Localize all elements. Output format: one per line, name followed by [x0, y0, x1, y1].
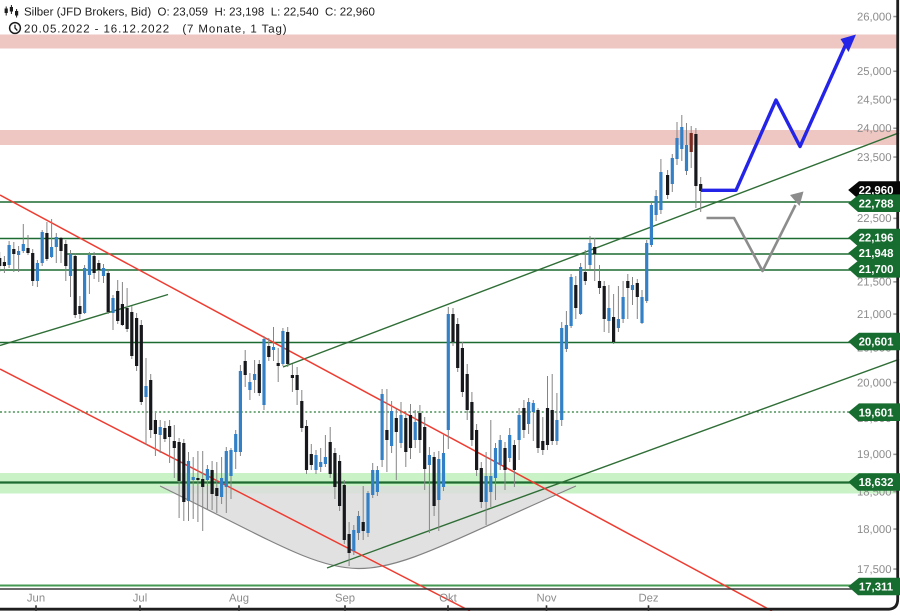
svg-text:Silber (JFD Brokers, Bid) O:: Silber (JFD Brokers, Bid) O: 23,059 H: 2… — [24, 7, 375, 19]
svg-text:24,500: 24,500 — [857, 94, 892, 106]
svg-text:17,311: 17,311 — [859, 582, 894, 594]
svg-text:Sep: Sep — [335, 593, 355, 605]
svg-text:Jul: Jul — [133, 593, 147, 605]
svg-text:21,700: 21,700 — [859, 264, 894, 276]
svg-text:20,601: 20,601 — [859, 337, 895, 349]
svg-text:21,948: 21,948 — [859, 248, 894, 260]
svg-text:Nov: Nov — [536, 593, 556, 605]
svg-text:21,500: 21,500 — [857, 277, 892, 289]
svg-text:21,000: 21,000 — [857, 309, 892, 321]
svg-text:Okt: Okt — [439, 593, 457, 605]
svg-text:18,000: 18,000 — [857, 524, 892, 536]
svg-text:22,788: 22,788 — [859, 198, 894, 210]
svg-text:22,196: 22,196 — [859, 233, 894, 245]
svg-text:Aug: Aug — [229, 593, 249, 605]
svg-text:19,601: 19,601 — [859, 407, 895, 419]
svg-text:19,000: 19,000 — [857, 449, 892, 461]
svg-text:22,960: 22,960 — [859, 185, 894, 197]
svg-text:20.05.2022 - 16.12.2022 (7 M: 20.05.2022 - 16.12.2022 (7 Monate, 1 Tag… — [24, 24, 288, 36]
svg-text:26,000: 26,000 — [857, 11, 892, 23]
svg-text:25,000: 25,000 — [857, 66, 892, 78]
svg-text:18,632: 18,632 — [859, 477, 894, 489]
svg-text:Dez: Dez — [638, 593, 658, 605]
svg-text:23,500: 23,500 — [857, 152, 892, 164]
svg-text:Jun: Jun — [27, 593, 45, 605]
svg-text:20,000: 20,000 — [857, 377, 892, 389]
svg-text:22,500: 22,500 — [857, 213, 892, 225]
svg-text:17,500: 17,500 — [857, 564, 892, 576]
svg-text:24,000: 24,000 — [857, 123, 892, 135]
